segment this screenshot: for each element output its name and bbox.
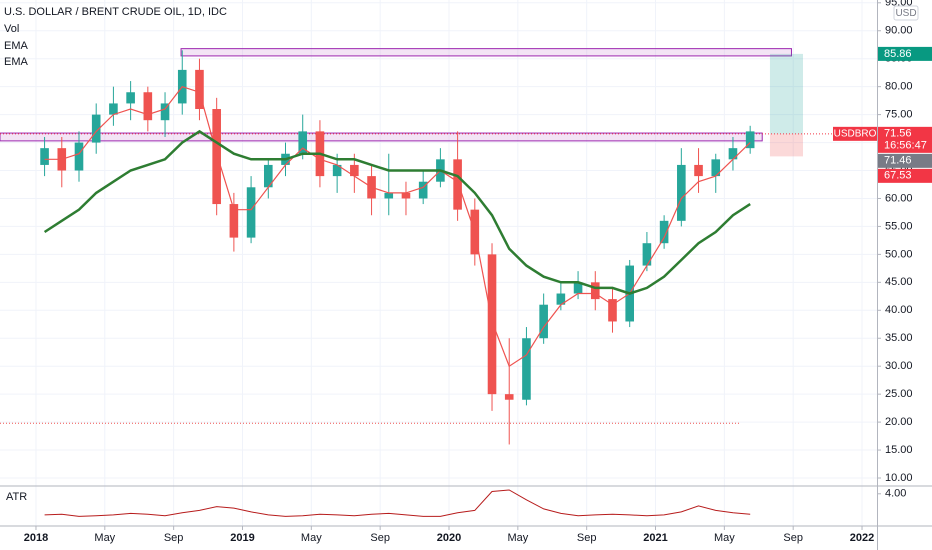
symbol-label: [833, 126, 877, 141]
candle-body: [608, 299, 617, 322]
y-tick-label: 80.00: [885, 81, 913, 93]
candle-body: [694, 164, 703, 177]
x-tick-label: Sep: [164, 532, 184, 544]
position-target: [769, 53, 803, 134]
candle-body: [263, 164, 273, 188]
atr-line: [44, 489, 751, 517]
y-tick-label: 25.00: [885, 388, 913, 400]
price-label: [878, 168, 932, 183]
ema-line: [43, 129, 751, 295]
price-label-countdown: 16:56:47: [884, 140, 927, 152]
legend-ema: EMA: [4, 40, 29, 52]
candle-body: [384, 192, 394, 199]
zone: [0, 132, 763, 142]
currency: USD: [895, 8, 916, 19]
atr-pane: [44, 489, 751, 517]
x-tick-label: May: [714, 532, 735, 544]
x-tick-label: May: [507, 532, 528, 544]
chart-title: U.S. DOLLAR / BRENT CRUDE OIL, 1D, IDC: [4, 6, 227, 18]
x-tick-label: Sep: [783, 532, 803, 544]
x-tick-label: Sep: [577, 532, 597, 544]
price-label-text: 85.86: [884, 48, 912, 60]
candle-body: [401, 192, 411, 199]
candle-body: [74, 142, 84, 171]
candle-body: [418, 181, 428, 199]
candle-body: [109, 103, 118, 115]
candle-body: [504, 394, 514, 400]
x-tick-label: 2022: [850, 532, 874, 544]
price-label: [878, 153, 932, 168]
y-tick-label: 90.00: [885, 25, 913, 37]
x-tick-label: Sep: [370, 532, 390, 544]
candle-body: [298, 131, 308, 154]
symbol-label-text: USDBRO: [834, 128, 877, 139]
candle-body: [590, 282, 600, 300]
candle-body: [745, 131, 755, 149]
ema-line: [44, 86, 751, 368]
candle-body: [728, 148, 738, 160]
x-tick-label: May: [94, 532, 115, 544]
candle-body: [556, 293, 566, 305]
candle-body: [487, 254, 497, 395]
candle-body: [642, 243, 652, 266]
y-tick-label: 60.00: [885, 192, 913, 204]
y-tick-label: 40.00: [885, 304, 913, 316]
candle-body: [40, 148, 49, 165]
candle-body: [453, 159, 462, 210]
candle-body: [539, 304, 548, 339]
position-stop: [769, 133, 803, 157]
y-tick-label: 30.00: [885, 360, 913, 372]
x-tick-label: 2018: [24, 532, 48, 544]
candle-body: [332, 164, 342, 177]
candle-body: [195, 69, 204, 110]
legend-ema: EMA: [4, 56, 29, 68]
candle-body: [246, 187, 256, 238]
candle-body: [160, 103, 170, 121]
candle-body: [126, 92, 135, 104]
candle-body: [229, 204, 239, 238]
indicator-name: ATR: [6, 491, 27, 503]
zone: [180, 48, 792, 57]
legend-volume: Vol: [4, 23, 19, 35]
y-tick-label: 45.00: [885, 276, 913, 288]
y-tick-label: 75.00: [885, 109, 913, 121]
y-tick-label: 20.00: [885, 416, 913, 428]
candle-body: [659, 220, 669, 244]
price-label: [878, 46, 932, 61]
currency-badge[interactable]: [893, 5, 919, 21]
y-tick-label: 4.00: [885, 488, 906, 500]
candle-body: [522, 338, 531, 400]
grid: [0, 0, 877, 526]
x-tick-label: 2021: [643, 532, 667, 544]
candle-body: [350, 164, 359, 177]
y-tick-label: 10.00: [885, 472, 913, 484]
y-tick-label: 50.00: [885, 248, 913, 260]
candle-body: [677, 164, 686, 221]
y-tick-label: 55.00: [885, 220, 913, 232]
y-tick-label: 95.00: [885, 0, 913, 9]
candle-body: [711, 159, 721, 177]
candle-body: [91, 114, 101, 143]
candle-body: [212, 109, 221, 205]
x-tick-label: 2019: [230, 532, 254, 544]
price-label-text: 67.53: [884, 170, 912, 182]
price-label-text: 71.56: [884, 128, 912, 140]
x-tick-label: May: [301, 532, 322, 544]
main-pane: [0, 48, 877, 445]
y-tick-label: 35.00: [885, 332, 913, 344]
candle-body: [573, 282, 583, 294]
x-tick-label: 2020: [437, 532, 461, 544]
price-label-text: 71.46: [884, 155, 912, 167]
y-tick-label: 15.00: [885, 444, 913, 456]
price-label: [878, 126, 932, 153]
candle-body: [143, 92, 153, 121]
